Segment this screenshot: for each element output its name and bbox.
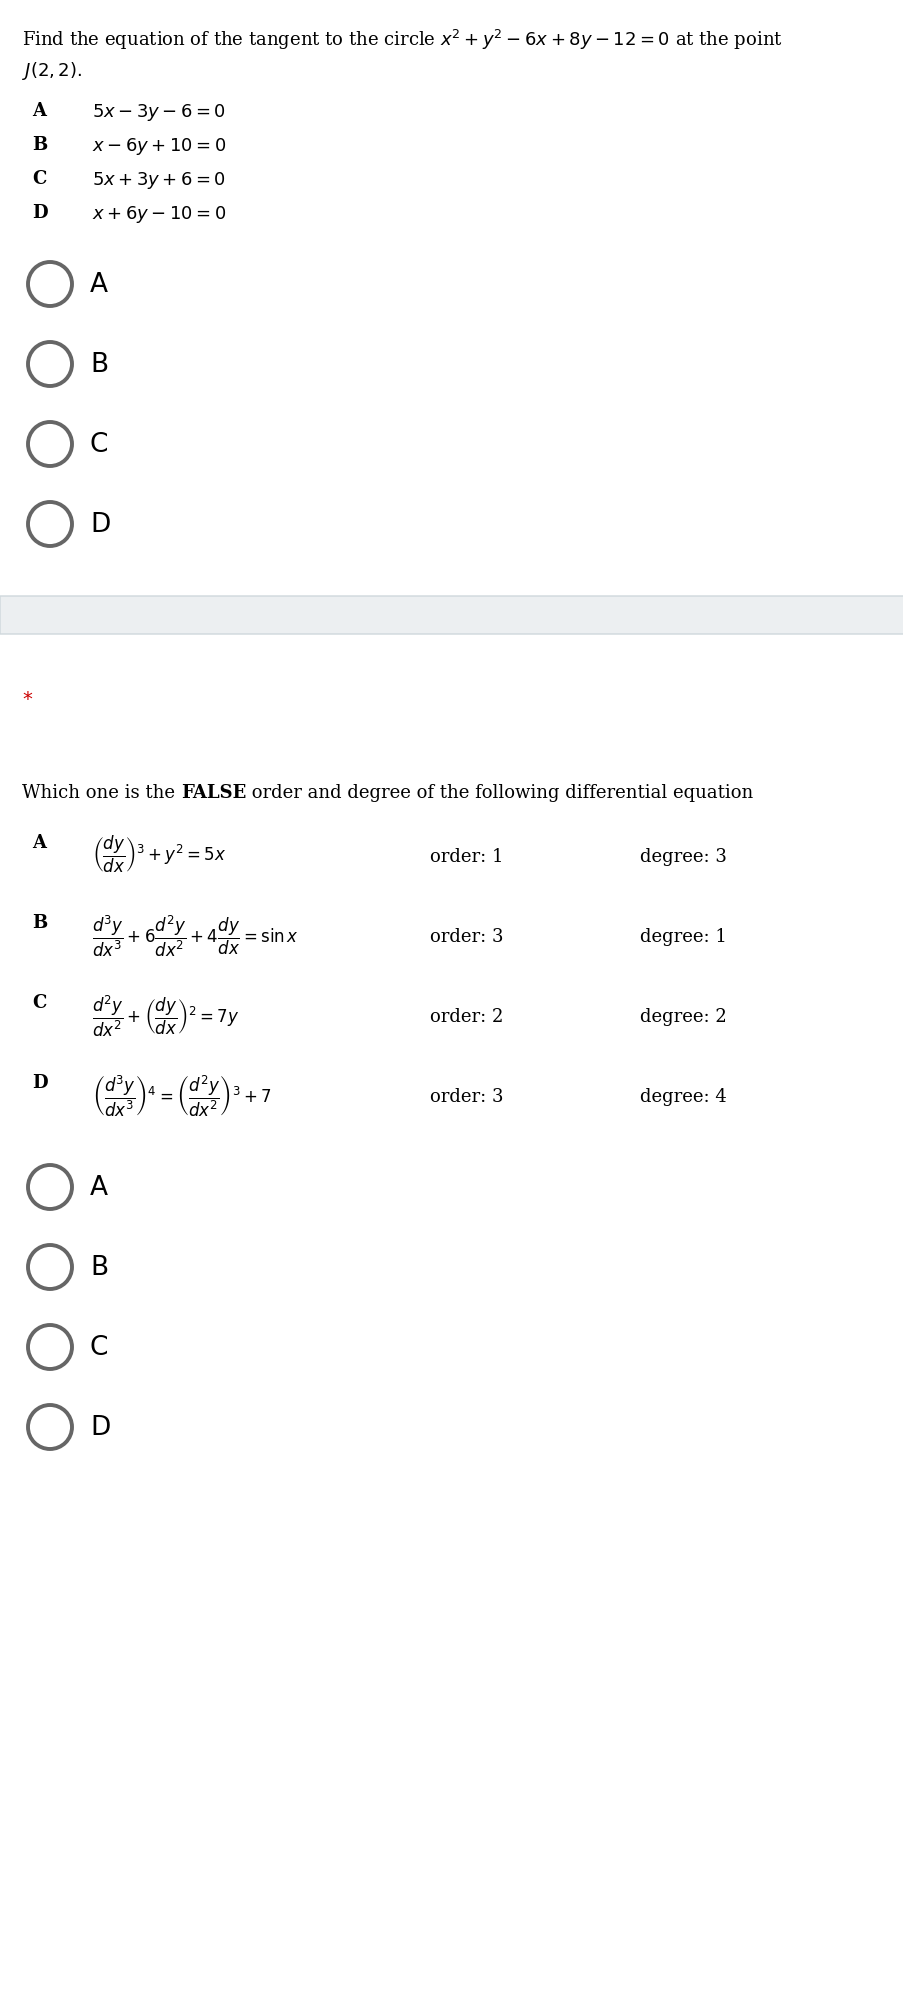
Text: D: D xyxy=(90,511,110,537)
Text: A: A xyxy=(90,1174,107,1200)
Text: $x+6y-10=0$: $x+6y-10=0$ xyxy=(92,204,227,224)
Text: A: A xyxy=(32,834,46,852)
Text: degree: 1: degree: 1 xyxy=(639,928,726,946)
Text: degree: 4: degree: 4 xyxy=(639,1088,726,1106)
Text: C: C xyxy=(32,170,46,188)
Text: $\dfrac{d^3y}{dx^3}+6\dfrac{d^2y}{dx^2}+4\dfrac{dy}{dx}=\sin x$: $\dfrac{d^3y}{dx^3}+6\dfrac{d^2y}{dx^2}+… xyxy=(92,914,299,960)
Text: C: C xyxy=(90,1335,108,1361)
Text: order: 1: order: 1 xyxy=(430,848,503,866)
Text: D: D xyxy=(32,204,48,222)
Text: order and degree of the following differential equation: order and degree of the following differ… xyxy=(246,784,752,802)
Text: A: A xyxy=(90,273,107,299)
Text: order: 3: order: 3 xyxy=(430,928,503,946)
Text: B: B xyxy=(32,914,47,932)
Text: FALSE: FALSE xyxy=(181,784,246,802)
Text: B: B xyxy=(32,136,47,154)
Text: $\left(\dfrac{dy}{dx}\right)^3+y^2=5x$: $\left(\dfrac{dy}{dx}\right)^3+y^2=5x$ xyxy=(92,834,226,876)
Text: A: A xyxy=(32,102,46,120)
Text: $x-6y+10=0$: $x-6y+10=0$ xyxy=(92,136,227,156)
Text: B: B xyxy=(90,353,108,379)
Text: $\left(\dfrac{d^3y}{dx^3}\right)^4=\left(\dfrac{d^2y}{dx^2}\right)^3+7$: $\left(\dfrac{d^3y}{dx^3}\right)^4=\left… xyxy=(92,1074,271,1120)
Text: D: D xyxy=(90,1415,110,1441)
Text: C: C xyxy=(90,433,108,459)
Text: $*$: $*$ xyxy=(22,689,33,707)
FancyBboxPatch shape xyxy=(0,595,903,633)
Text: D: D xyxy=(32,1074,48,1092)
Text: $J(2,2).$: $J(2,2).$ xyxy=(22,60,82,82)
Text: $5x+3y+6=0$: $5x+3y+6=0$ xyxy=(92,170,226,190)
Text: $\dfrac{d^2y}{dx^2}+\left(\dfrac{dy}{dx}\right)^2=7y$: $\dfrac{d^2y}{dx^2}+\left(\dfrac{dy}{dx}… xyxy=(92,994,239,1040)
Text: C: C xyxy=(32,994,46,1012)
Text: Find the equation of the tangent to the circle $x^2+y^2-6x+8y-12=0$ at the point: Find the equation of the tangent to the … xyxy=(22,28,782,52)
Text: Which one is the: Which one is the xyxy=(22,784,181,802)
Text: degree: 2: degree: 2 xyxy=(639,1008,726,1026)
Text: order: 2: order: 2 xyxy=(430,1008,503,1026)
Text: $5x-3y-6=0$: $5x-3y-6=0$ xyxy=(92,102,226,122)
Text: degree: 3: degree: 3 xyxy=(639,848,726,866)
Text: B: B xyxy=(90,1255,108,1281)
Text: order: 3: order: 3 xyxy=(430,1088,503,1106)
